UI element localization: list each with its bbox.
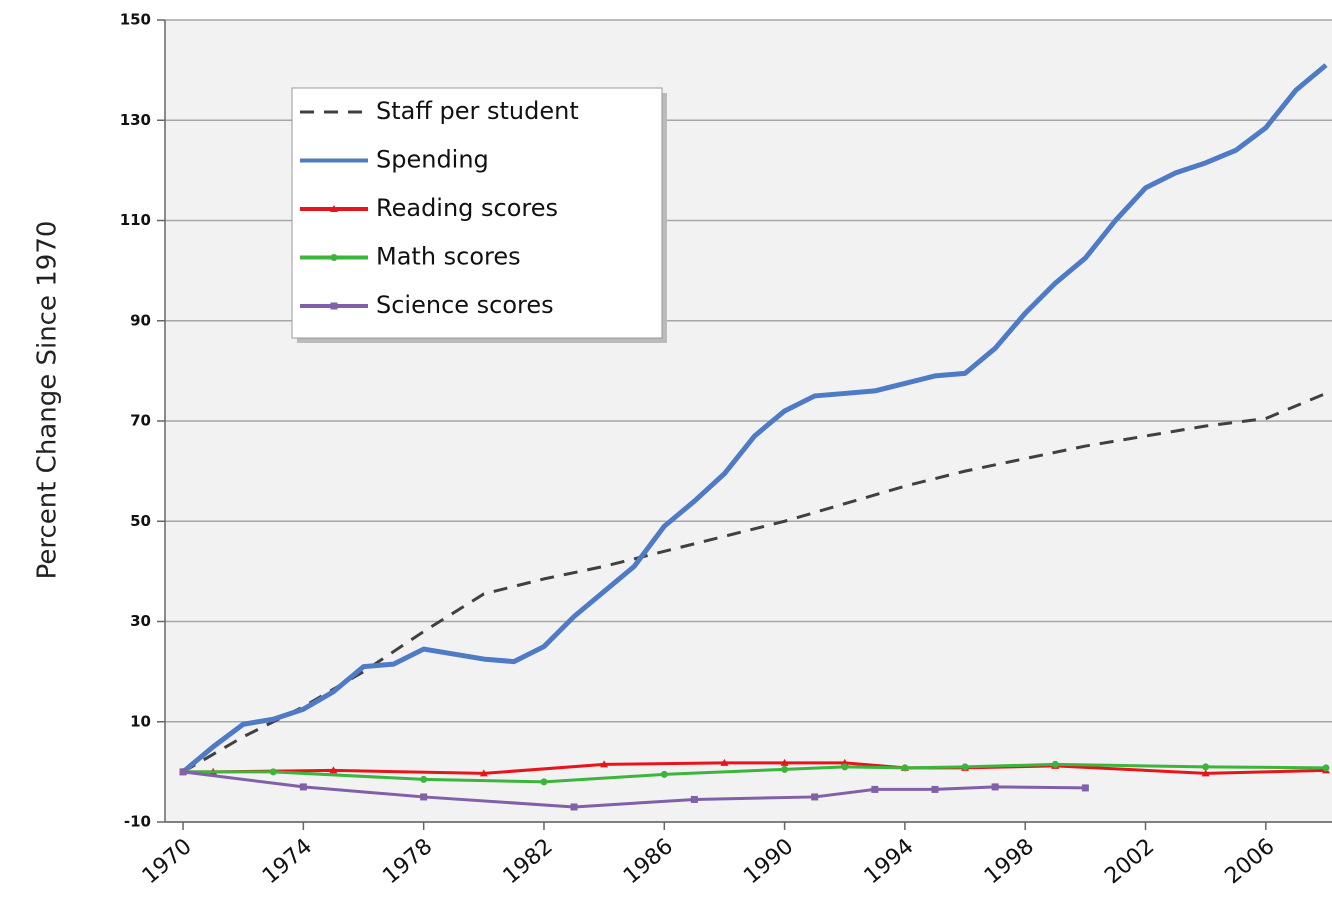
x-tick-label: 1970	[138, 834, 197, 889]
marker	[179, 768, 187, 776]
legend-label: Staff per student	[376, 97, 579, 125]
y-tick-label: 90	[130, 311, 151, 329]
marker	[1322, 764, 1330, 772]
y-tick-label: 150	[120, 11, 151, 29]
marker	[600, 760, 609, 768]
series-line	[181, 63, 1328, 774]
marker	[1201, 769, 1210, 777]
series-line	[183, 762, 1326, 784]
marker	[781, 765, 789, 773]
marker	[329, 766, 338, 774]
y-tick-label: 70	[130, 412, 151, 430]
legend	[291, 87, 663, 339]
marker	[1202, 763, 1210, 771]
y-tick-label: 50	[130, 512, 151, 530]
marker	[269, 768, 277, 776]
x-tick-label: 1990	[739, 834, 798, 889]
x-tick-label: 1986	[619, 834, 678, 889]
marker	[720, 758, 729, 766]
legend-label: Math scores	[376, 243, 521, 271]
marker	[961, 763, 969, 771]
marker	[780, 758, 789, 766]
marker	[1081, 784, 1089, 792]
marker	[841, 763, 849, 771]
marker	[330, 302, 338, 310]
marker	[660, 770, 668, 778]
marker	[330, 205, 338, 212]
x-tick-label: 2002	[1100, 834, 1159, 889]
marker	[931, 785, 939, 793]
y-axis-label: Percent Change Since 1970	[33, 221, 63, 580]
x-tick-label: 1974	[258, 834, 317, 889]
x-tick-label: 1998	[980, 834, 1039, 889]
y-tick-label: 110	[120, 211, 151, 229]
series-line	[182, 770, 1086, 809]
y-tick-label: 30	[130, 612, 151, 630]
marker	[1051, 760, 1059, 768]
y-tick-label: 10	[130, 712, 151, 730]
marker	[540, 778, 548, 786]
marker	[690, 795, 698, 803]
legend-label: Science scores	[376, 291, 554, 319]
marker	[811, 793, 819, 801]
x-tick-label: 1978	[378, 834, 437, 889]
legend-label: Reading scores	[376, 194, 558, 222]
marker	[871, 785, 879, 793]
y-tick-label: 130	[120, 111, 151, 129]
legend-label: Spending	[376, 146, 489, 174]
y-tick-label: -10	[124, 813, 151, 831]
x-tick-label: 1982	[499, 834, 558, 889]
marker	[420, 793, 428, 801]
marker	[479, 769, 488, 777]
marker	[901, 764, 909, 772]
x-tick-label: 2006	[1221, 834, 1280, 889]
marker	[570, 803, 578, 811]
marker	[330, 254, 338, 261]
x-tick-label: 1994	[860, 834, 919, 889]
marker	[991, 783, 999, 791]
marker	[420, 775, 428, 783]
marker	[299, 783, 307, 791]
